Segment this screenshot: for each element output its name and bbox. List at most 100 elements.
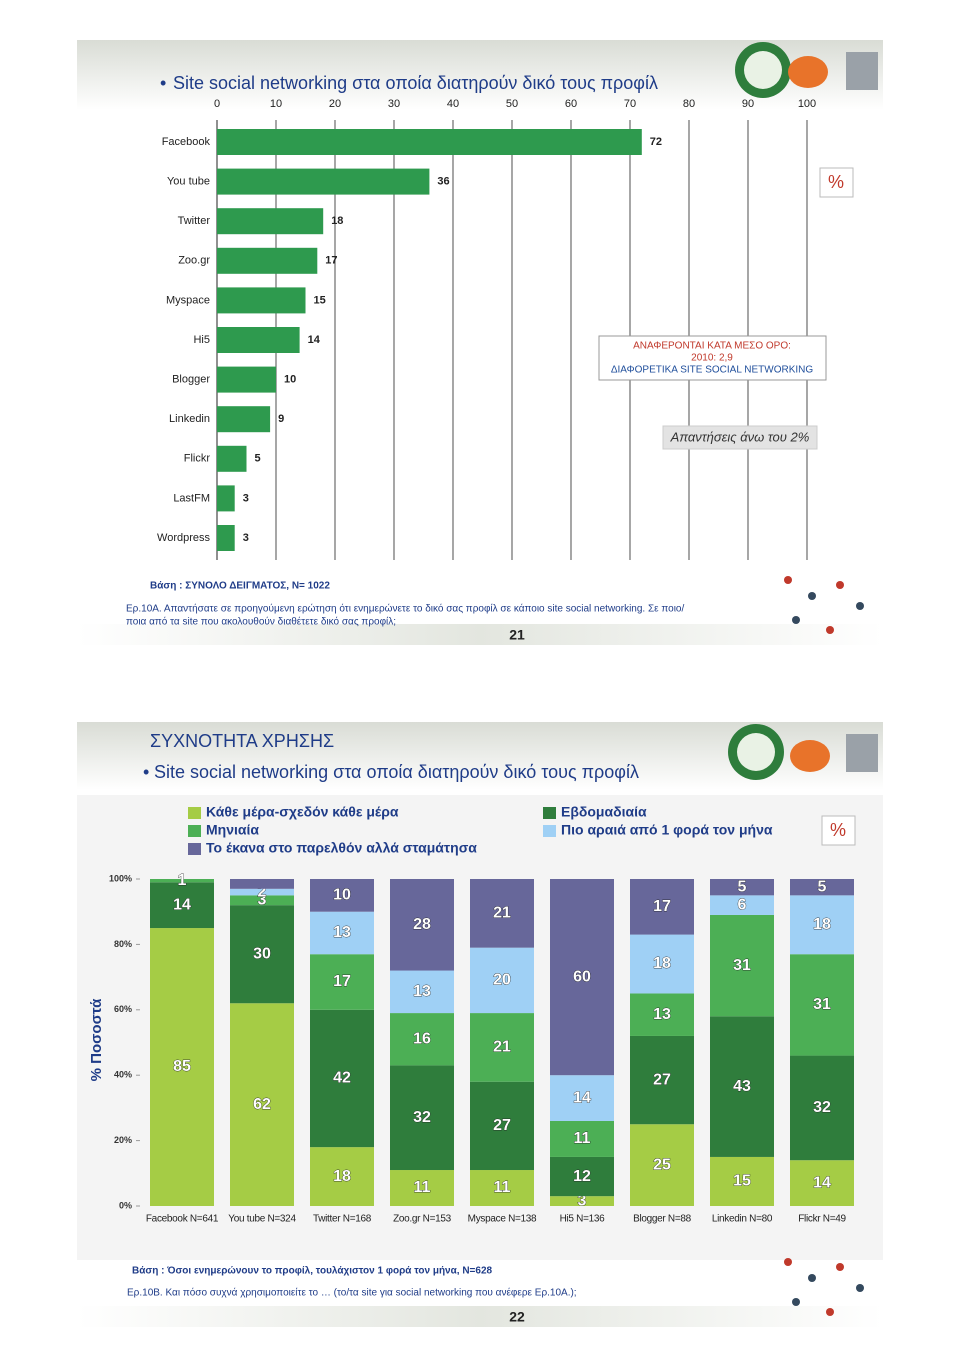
value-label: 13 xyxy=(333,924,351,941)
y-tick-label: 40% xyxy=(114,1070,132,1080)
bullet: • xyxy=(160,73,166,93)
x-tick-label: 40 xyxy=(447,98,459,110)
value-label: 16 xyxy=(413,1030,431,1047)
bar-segment xyxy=(630,879,694,935)
chart-title: Site social networking στα οποία διατηρο… xyxy=(154,762,639,782)
logos xyxy=(735,42,878,98)
x-tick-label: 70 xyxy=(624,98,636,110)
icon xyxy=(808,592,816,600)
x-tick-label: 90 xyxy=(742,98,754,110)
icon xyxy=(836,1263,844,1271)
base-note: Βάση : Όσοι ενημερώνουν το προφίλ, τουλά… xyxy=(132,1266,493,1277)
bar-segment xyxy=(390,1170,454,1206)
value-label: 5 xyxy=(255,453,261,465)
legend-swatch xyxy=(188,843,201,855)
x-tick-label: 0 xyxy=(214,98,220,110)
icon xyxy=(856,602,864,610)
y-tick-label: 100% xyxy=(109,873,132,883)
bar-segment xyxy=(630,1124,694,1206)
x-tick-label: Myspace N=138 xyxy=(468,1214,537,1225)
value-label: 42 xyxy=(333,1070,351,1087)
bar xyxy=(217,366,276,393)
bar-segment xyxy=(790,879,854,896)
value-label: 20 xyxy=(493,972,511,989)
slide-footer xyxy=(77,624,883,645)
value-label: 9 xyxy=(278,413,284,425)
value-label: 28 xyxy=(413,916,431,933)
bar-segment xyxy=(630,934,694,994)
x-tick-label: Zoo.gr N=153 xyxy=(393,1214,452,1225)
value-label: 17 xyxy=(325,255,337,267)
page-number: 22 xyxy=(509,1309,525,1325)
value-label: 15 xyxy=(314,294,326,306)
x-tick-label: 20 xyxy=(329,98,341,110)
bar-segment xyxy=(390,1013,454,1066)
legend-label: Εβδομαδιαία xyxy=(561,804,647,820)
chart-title: Site social networking στα οποία διατηρο… xyxy=(173,73,658,93)
bar-segment xyxy=(550,1120,614,1157)
y-axis-label: % Ποσοστά xyxy=(88,998,105,1081)
x-tick-label: Hi5 N=136 xyxy=(560,1214,606,1225)
value-label: 60 xyxy=(573,968,591,985)
value-label: 15 xyxy=(733,1173,751,1190)
bar-segment xyxy=(230,888,294,896)
icon xyxy=(836,581,844,589)
note-box xyxy=(598,335,827,381)
value-label: 32 xyxy=(413,1109,431,1126)
y-tick-label: Wordpress xyxy=(157,532,210,544)
y-tick-label: Twitter xyxy=(178,215,211,227)
bar xyxy=(217,287,306,314)
bar xyxy=(217,247,318,274)
bar-segment xyxy=(790,895,854,955)
icon xyxy=(784,1258,792,1266)
value-label: 14 xyxy=(173,896,191,913)
bar-segment xyxy=(230,879,294,889)
value-label: 14 xyxy=(573,1089,591,1106)
x-tick-label: Facebook N=641 xyxy=(146,1214,219,1225)
legend-swatch xyxy=(188,825,201,837)
x-tick-label: 50 xyxy=(506,98,518,110)
value-label: 32 xyxy=(813,1099,831,1116)
value-label: 10 xyxy=(333,887,351,904)
value-label: 18 xyxy=(331,215,343,227)
bar-segment xyxy=(390,879,454,971)
bar-segment xyxy=(710,914,774,1017)
legend-swatch xyxy=(188,807,201,819)
unit-box xyxy=(821,815,856,846)
value-label: 31 xyxy=(813,996,831,1013)
value-label: 27 xyxy=(493,1117,511,1134)
bar-segment xyxy=(310,1147,374,1206)
slide-heading: ΣΥΧΝΟΤΗΤΑ ΧΡΗΣΗΣ xyxy=(150,731,334,751)
value-label: 31 xyxy=(733,957,751,974)
annotation: Απαντήσεις άνω του 2% xyxy=(670,429,810,444)
y-tick-label: You tube xyxy=(167,176,210,188)
bar-segment xyxy=(310,1009,374,1148)
value-label: 30 xyxy=(253,945,271,962)
bar xyxy=(217,129,642,155)
value-label: 11 xyxy=(574,1130,591,1147)
value-label: 25 xyxy=(653,1156,671,1173)
annotation: ΑΝΑΦΕΡΟΝΤΑΙ ΚΑΤΑ ΜΕΣΟ ΟΡΟ: xyxy=(633,341,791,352)
value-label: 3 xyxy=(243,532,249,544)
people-icons xyxy=(784,576,864,1316)
bar-segment xyxy=(630,1035,694,1125)
note-box xyxy=(662,425,818,450)
bar-segment xyxy=(710,1016,774,1157)
x-tick-label: 30 xyxy=(388,98,400,110)
value-label: 5 xyxy=(818,878,827,895)
x-tick-label: Linkedin N=80 xyxy=(712,1214,773,1225)
bar-segment xyxy=(790,954,854,1056)
unit-box xyxy=(819,167,854,198)
x-tick-label: Blogger N=88 xyxy=(633,1214,692,1225)
bar-segment xyxy=(150,928,214,1206)
bar xyxy=(217,327,300,353)
value-label: 6 xyxy=(738,896,747,913)
x-tick-label: You tube N=324 xyxy=(228,1214,296,1225)
legend-label: Πιο αραιά από 1 φορά τον μήνα xyxy=(561,822,773,838)
x-tick-label: 80 xyxy=(683,98,695,110)
icon xyxy=(784,576,792,584)
logo xyxy=(737,733,775,771)
y-tick-label: Facebook xyxy=(162,136,211,148)
y-tick-label: Hi5 xyxy=(193,334,210,346)
